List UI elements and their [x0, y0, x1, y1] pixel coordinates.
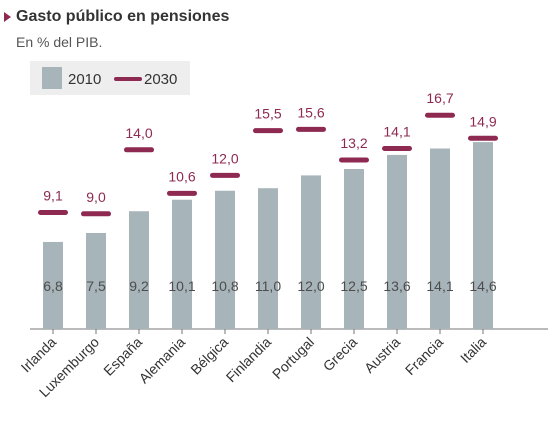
x-tick-label: Italia [457, 334, 489, 366]
marker-value-label-2030: 9,0 [86, 189, 106, 205]
marker-value-label-2030: 15,6 [297, 104, 324, 120]
marker-2030 [81, 211, 111, 217]
legend-label-2010: 2010 [68, 71, 101, 88]
marker-2030 [210, 172, 240, 178]
bar-value-label-2010: 10,1 [168, 278, 195, 294]
bar-2010 [301, 175, 321, 329]
chart-title: Gasto público en pensiones [16, 8, 230, 25]
x-tick-label: Francia [402, 334, 446, 378]
marker-value-label-2030: 13,2 [340, 135, 367, 151]
bar-2010 [129, 211, 149, 329]
marker-2030 [425, 112, 455, 118]
marker-2030 [339, 157, 369, 163]
bar-2010 [387, 154, 407, 329]
bar-2010 [430, 148, 450, 329]
bar-value-label-2010: 9,2 [129, 278, 149, 294]
x-tick-label: Austria [361, 334, 403, 376]
bar-value-label-2010: 14,1 [426, 278, 453, 294]
bar-value-label-2010: 14,6 [469, 278, 496, 294]
marker-2030 [124, 147, 154, 153]
marker-value-label-2030: 14,9 [469, 113, 496, 129]
marker-2030 [38, 210, 68, 216]
marker-2030 [468, 135, 498, 141]
bar-value-label-2010: 11,0 [255, 278, 281, 294]
bar-value-label-2010: 13,6 [383, 278, 410, 294]
marker-value-label-2030: 14,0 [125, 125, 152, 141]
marker-2030 [253, 128, 283, 134]
legend-swatch-2030 [114, 77, 142, 81]
x-tick-label: Alemania [136, 334, 189, 387]
bar-2010 [86, 233, 106, 329]
bar-value-label-2010: 12,0 [297, 278, 324, 294]
title-marker-icon [4, 12, 11, 22]
x-tick-label: Finlandia [223, 334, 275, 386]
x-tick-label: Portugal [269, 334, 317, 382]
marker-2030 [382, 146, 412, 152]
bar-value-label-2010: 6,8 [43, 278, 63, 294]
marker-value-label-2030: 14,1 [383, 124, 410, 140]
marker-2030 [296, 126, 326, 132]
marker-value-label-2030: 15,5 [254, 106, 281, 122]
bar-value-label-2010: 7,5 [86, 278, 106, 294]
bar-2010 [258, 188, 278, 329]
bar-value-label-2010: 10,8 [211, 278, 238, 294]
bar-2010 [344, 169, 364, 329]
chart-subtitle: En % del PIB. [16, 34, 103, 50]
bar-2010 [215, 190, 235, 329]
legend-label-2030: 2030 [144, 71, 177, 88]
marker-2030 [167, 190, 197, 196]
bar-2010 [473, 142, 493, 329]
bar-2010 [43, 241, 63, 329]
x-tick-label: Grecia [320, 334, 361, 375]
marker-value-label-2030: 12,0 [211, 150, 238, 166]
bar-value-label-2010: 12,5 [340, 278, 367, 294]
marker-value-label-2030: 16,7 [426, 90, 453, 106]
marker-value-label-2030: 9,1 [43, 188, 63, 204]
x-tick-label: Irlanda [18, 334, 60, 376]
marker-value-label-2030: 10,6 [168, 168, 195, 184]
bar-2010 [172, 199, 192, 329]
legend-swatch-2010 [42, 67, 62, 89]
